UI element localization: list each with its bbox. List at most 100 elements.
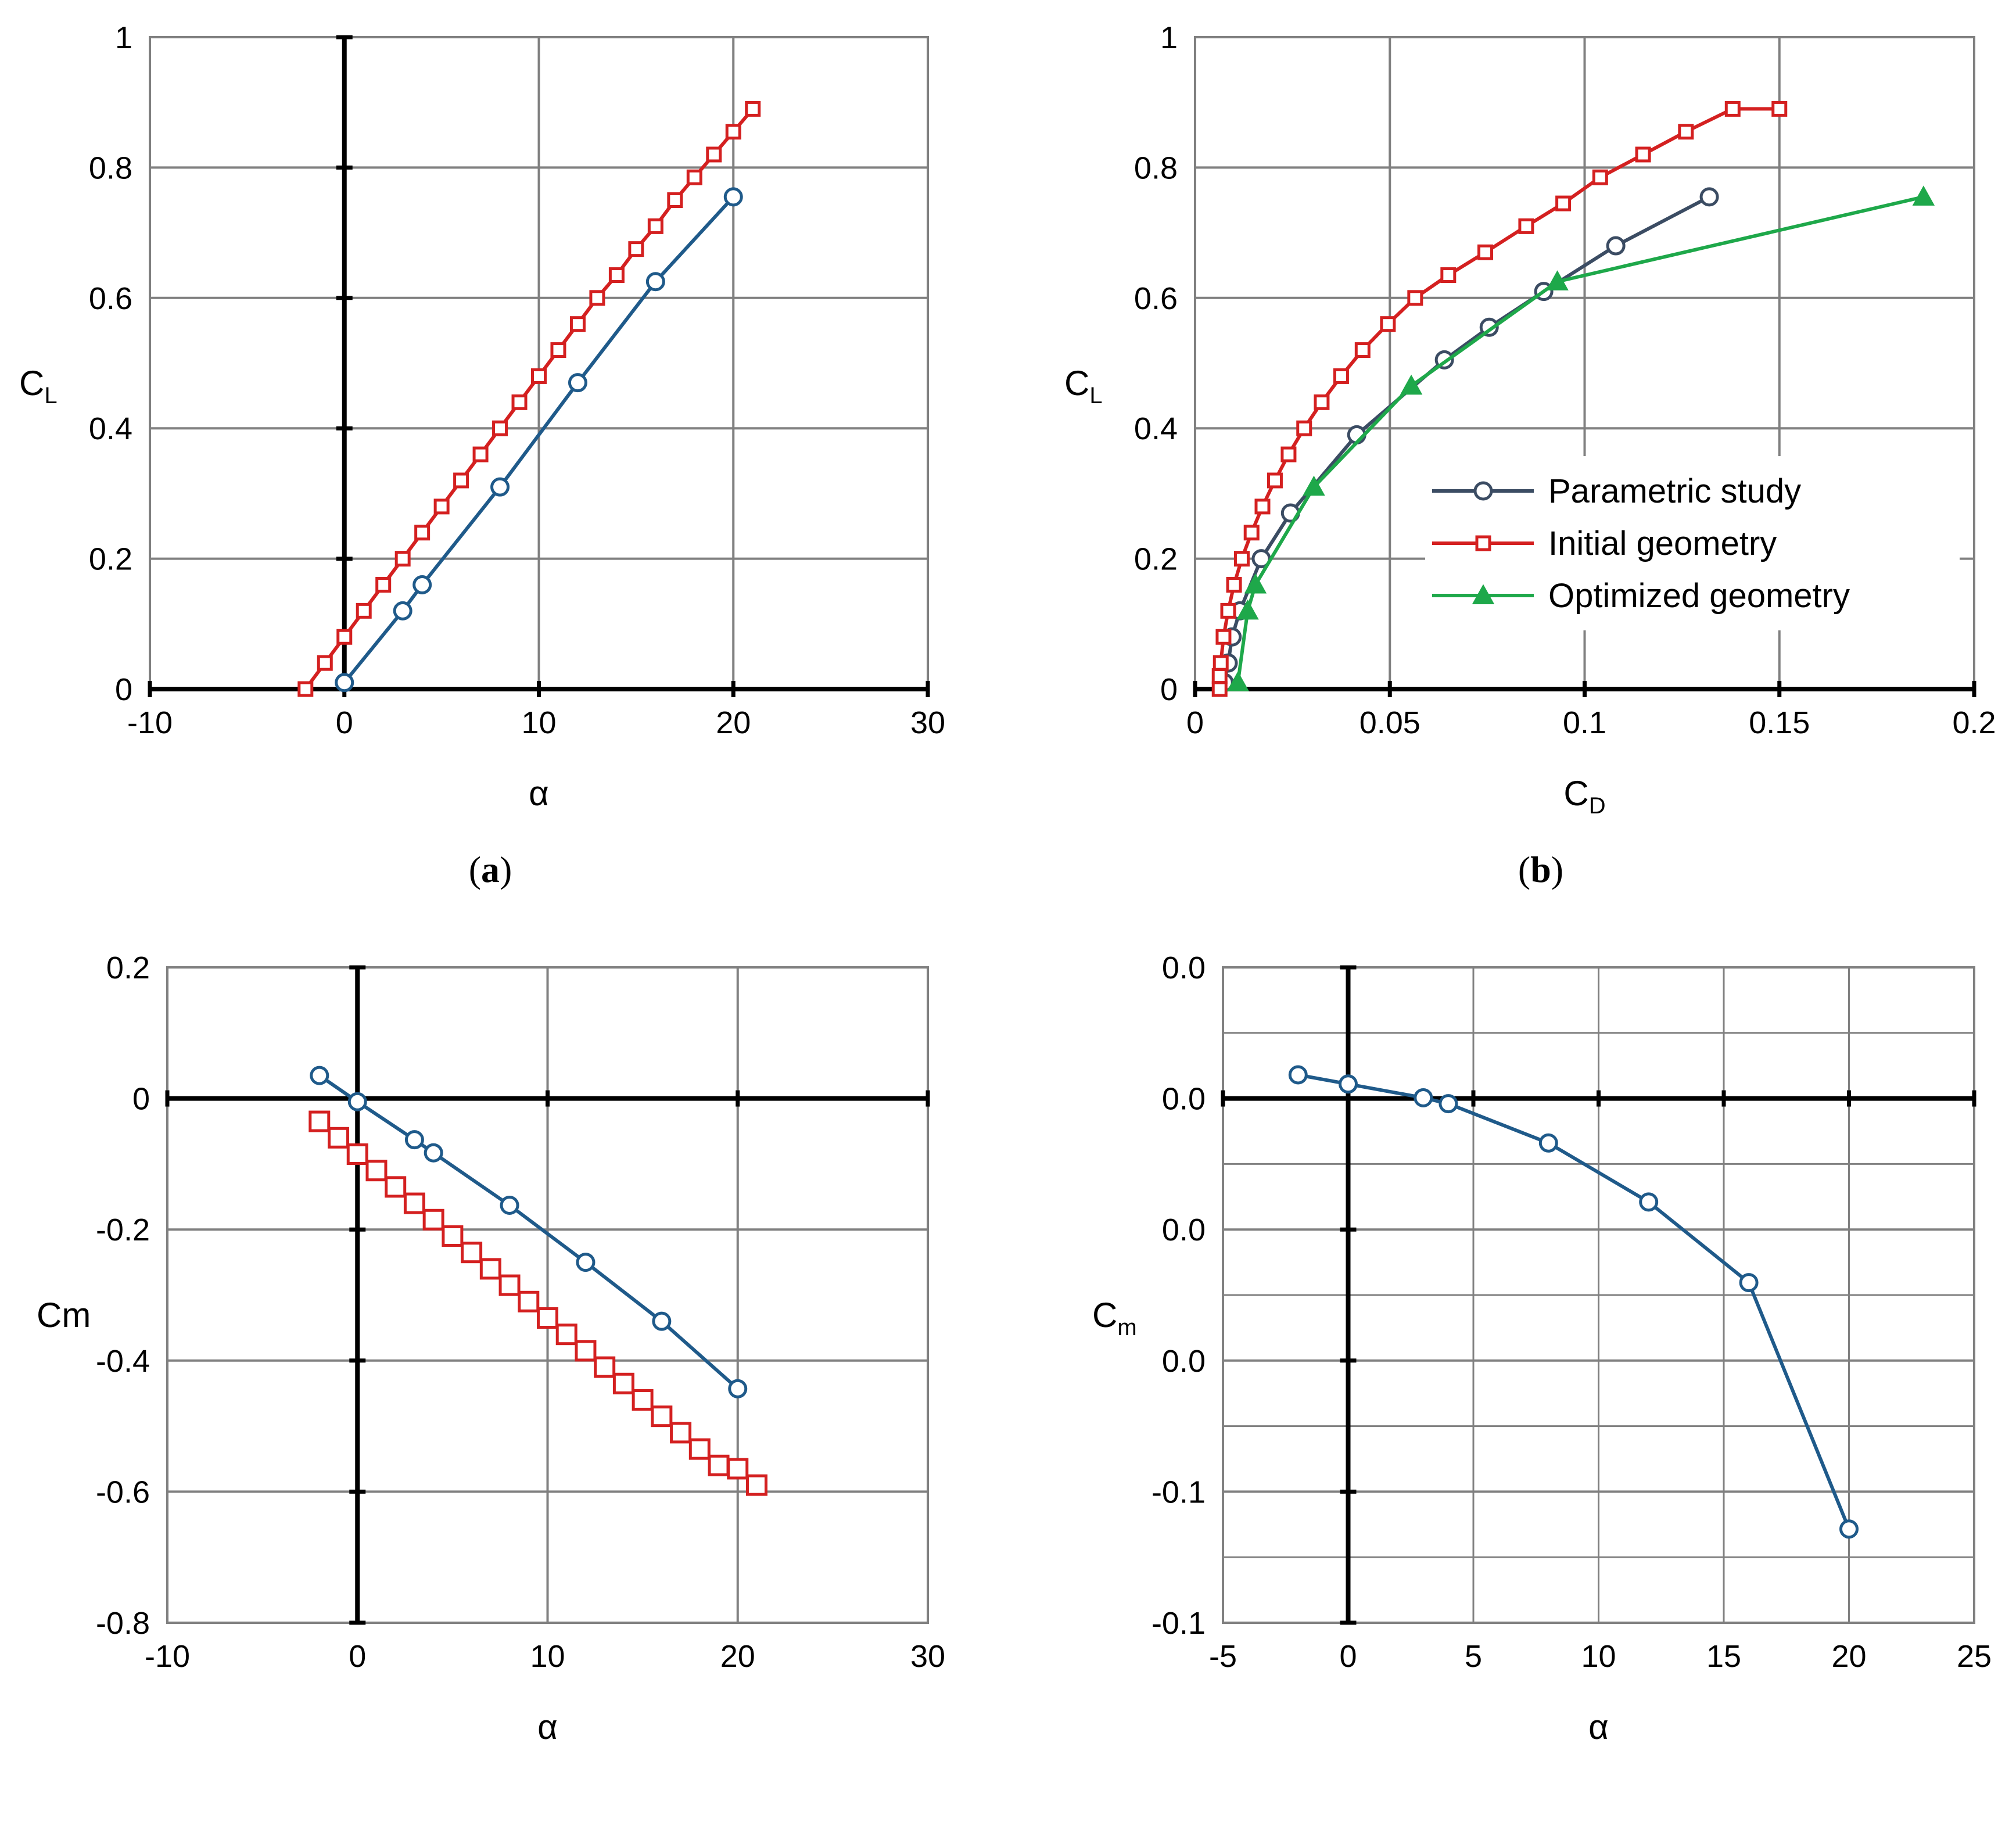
data-point [1400,374,1423,395]
data-point [500,1195,519,1215]
data-point [1213,655,1229,671]
data-point [310,1066,329,1085]
y-tick-label: 0.0 [1162,1344,1206,1379]
x-tick-label: 20 [1831,1639,1866,1674]
data-point [608,267,625,284]
y-axis-title: CL [19,364,58,408]
y-axis-title-subscript: L [1089,383,1102,408]
data-point [461,1242,483,1264]
x-tick-label: 5 [1465,1639,1482,1674]
legend-item: Initial geometry [1432,525,1777,562]
data-point [393,601,412,621]
x-axis-title: α [537,1708,558,1746]
data-point [723,187,743,207]
x-tick-label: 0.05 [1359,705,1420,740]
series-line-initial-geometry [304,107,755,690]
data-point [1538,1133,1558,1153]
panel-caption: (b) [1518,849,1563,890]
data-point [1211,668,1228,684]
y-tick-label: -0.1 [1152,1606,1206,1641]
data-point [1414,1088,1433,1107]
data-point [328,1127,350,1149]
caption-paren-open: ( [469,849,481,890]
data-point [498,1274,521,1296]
data-point [708,1454,730,1476]
data-point [1771,101,1788,117]
y-tick-label: -0.1 [1152,1475,1206,1509]
data-point [1592,169,1608,185]
legend-label: Optimized geometry [1548,577,1850,615]
y-tick-label: 0.4 [89,411,132,446]
y-tick-label: -0.2 [96,1213,150,1247]
data-point [490,477,510,497]
y-tick-label: 0.8 [1134,150,1178,185]
data-point [1333,368,1349,384]
data-point [433,498,450,515]
x-tick-label: 25 [1957,1639,1992,1674]
data-point [745,101,761,117]
y-tick-label: 0.6 [89,281,132,316]
data-point [1635,146,1651,163]
data-point [1477,244,1494,260]
y-tick-label: 0 [115,672,132,707]
data-point [1267,472,1283,489]
data-point [531,368,547,384]
legend-label: Initial geometry [1548,525,1777,562]
x-tick-label: 0 [349,1639,366,1674]
y-tick-label: 0.6 [1134,281,1178,316]
series-line-parametric-study [1297,1073,1851,1530]
x-tick-label: 0.1 [1563,705,1606,740]
data-point [1639,1192,1659,1212]
plot-border [166,966,929,1624]
data-point [555,1324,577,1346]
data-point [347,1092,367,1111]
y-tick-label: -0.4 [96,1344,150,1379]
data-point [1296,420,1312,436]
legend-swatch-marker [1473,481,1493,501]
y-axis-title: Cm [37,1296,91,1335]
data-point [1518,218,1534,234]
data-point [1303,475,1325,496]
data-point [479,1258,501,1280]
caption-paren-close: ) [500,849,512,890]
data-point [403,1192,425,1214]
data-point [1339,1074,1358,1094]
data-point [725,124,741,140]
x-tick-label: -10 [145,1639,190,1674]
data-point [632,1389,654,1411]
data-point [1314,394,1330,410]
x-tick-label: 20 [716,705,751,740]
plot-border [1222,966,1975,1624]
x-tick-label: 10 [1581,1639,1616,1674]
legend: Parametric study Initial geometry Optimize… [1425,456,1960,630]
data-point [1226,671,1249,691]
data-point [1254,498,1271,515]
x-tick-label: 0.2 [1952,705,1996,740]
data-point [309,1110,331,1132]
data-point [346,1143,368,1165]
data-point [317,655,333,671]
data-point [394,551,411,567]
y-axis-title: CL [1064,364,1103,408]
data-point [1244,573,1267,594]
caption-paren-open: ( [1518,849,1530,890]
data-point [1440,267,1457,284]
data-point [727,1458,749,1480]
y-tick-label: 1 [1160,20,1178,55]
data-point [1233,551,1250,567]
data-point [645,272,665,292]
data-point [745,1474,767,1496]
data-point [511,394,528,410]
data-point [575,1340,597,1362]
data-point [728,1379,748,1398]
data-point [1226,576,1242,593]
data-point [550,342,566,358]
data-point [706,146,722,163]
x-tick-label: 20 [720,1639,755,1674]
y-axis-title-subscript: m [1117,1315,1136,1340]
data-point [375,576,392,593]
y-axis-title-subscript: L [44,383,57,408]
data-point [442,1225,464,1247]
data-point [537,1307,558,1329]
data-point [628,241,644,257]
